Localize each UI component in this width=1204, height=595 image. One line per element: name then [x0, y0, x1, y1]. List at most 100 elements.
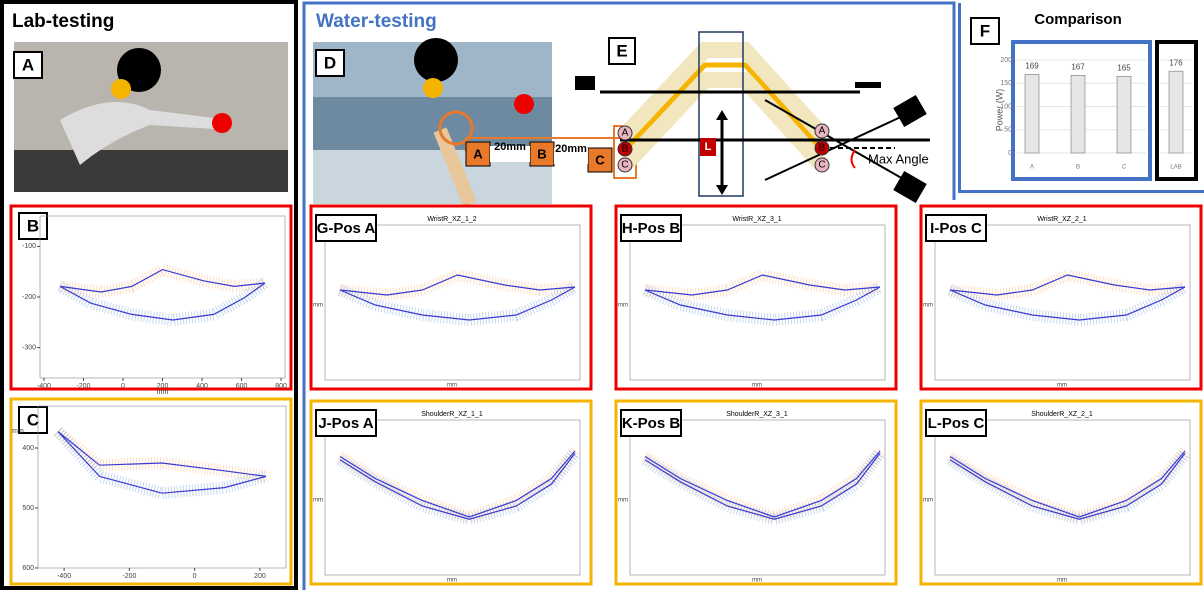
plot-frame [309, 399, 593, 586]
axes [37, 405, 287, 569]
plot-frame [309, 204, 593, 391]
x-tick-label: 600 [236, 383, 248, 390]
circle-label: C [621, 160, 628, 171]
label-box [315, 214, 377, 242]
blade [893, 94, 927, 128]
position-label: B [537, 146, 546, 161]
x-tick-label: -400 [37, 383, 51, 390]
plot-title: ShoulderR_XZ_3_1 [726, 411, 788, 418]
x-tick-label: B [1076, 165, 1080, 171]
mean-curve [59, 268, 266, 293]
oarlock-ring [438, 110, 474, 146]
x-axis-label: mm [752, 578, 762, 584]
plot-frame [614, 204, 898, 391]
y-axis-label: Power (W) [994, 89, 1004, 132]
gap-label: 20mm [555, 143, 587, 155]
plot-frame [919, 399, 1203, 586]
position-label: A [473, 146, 483, 161]
mean-curve [949, 274, 1186, 296]
y-tick-label: 200 [1000, 57, 1012, 64]
label-box [620, 214, 682, 242]
angle-arrow [850, 149, 856, 169]
y-tick-label: 50 [1004, 127, 1012, 134]
scatter-cloud [59, 263, 266, 299]
mean-curve [644, 286, 881, 321]
x-tick-label: -400 [57, 573, 71, 580]
y-tick-label: -100 [22, 243, 36, 250]
blade [893, 170, 927, 204]
mean-curve [949, 286, 1186, 321]
mean-curve [339, 450, 576, 518]
y-tick-label: -300 [22, 344, 36, 351]
letter-box [18, 212, 48, 240]
gap-bg [554, 148, 588, 164]
lab-frame [0, 0, 298, 590]
letter-box [970, 17, 1000, 45]
shoulder-marker [423, 78, 443, 98]
plot-label: G-Pos A [317, 220, 376, 237]
gap-label: 20mm [494, 141, 526, 153]
mean-curve [339, 452, 576, 520]
x-axis-label: mm [1057, 383, 1067, 389]
position-label: C [595, 152, 605, 167]
x-axis-label: mm [157, 389, 169, 396]
axes [629, 224, 886, 381]
y-tick-label: 0 [1008, 150, 1012, 157]
plot-title: WristR_XZ_3_1 [732, 216, 781, 223]
letter-box [13, 51, 43, 79]
gap-bg [490, 146, 530, 162]
plot-frame [919, 204, 1203, 391]
circle-label: C [818, 160, 825, 171]
letter-box [18, 406, 48, 434]
x-tick-label: 0 [193, 573, 197, 580]
lever-box [700, 138, 716, 156]
label-box [315, 409, 377, 437]
mean-curve [949, 452, 1186, 520]
plot-label: H-Pos B [622, 220, 681, 237]
x-axis-label: mm [447, 578, 457, 584]
label-box [925, 214, 987, 242]
mean-curve [644, 450, 881, 518]
x-tick-label: 200 [157, 383, 169, 390]
y-axis-label: mm [618, 303, 628, 309]
label-box [925, 409, 987, 437]
plot-title: WristR_XZ_1_2 [427, 216, 476, 223]
y-tick-label: -200 [22, 294, 36, 301]
plot-label: K-Pos B [622, 415, 681, 432]
axes [934, 224, 1191, 381]
band [623, 62, 824, 152]
x-tick-label: A [1030, 165, 1034, 171]
y-tick-label: 100 [1000, 103, 1012, 110]
photo-a-floor [14, 150, 288, 192]
x-tick-label: 0 [121, 383, 125, 390]
oar [433, 127, 477, 207]
f-frame [958, 190, 1204, 193]
lab-bar-frame [1155, 40, 1198, 181]
y-axis-label: mm [12, 428, 24, 435]
y-tick-label: 600 [22, 565, 34, 572]
wrist-marker [514, 94, 534, 114]
f-frame [958, 3, 961, 193]
lever-label: L [705, 141, 712, 153]
panel-letter: B [27, 216, 39, 235]
y-tick-label: 150 [1000, 80, 1012, 87]
y-axis-label: mm [313, 498, 323, 504]
axes [324, 419, 581, 576]
value-label: 176 [1169, 58, 1183, 67]
bar [1116, 75, 1132, 154]
plot-title: ShoulderR_XZ_1_1 [421, 411, 483, 418]
panel-letter: A [22, 55, 34, 74]
x-tick-label: -200 [76, 383, 90, 390]
frame-b [9, 204, 293, 391]
y-tick-label: 500 [22, 505, 34, 512]
axes [629, 419, 886, 576]
bar [1024, 74, 1040, 154]
y-axis-label: mm [923, 303, 933, 309]
x-tick-label: 200 [254, 573, 266, 580]
circle-label: B [819, 143, 826, 154]
mean-curve [57, 431, 267, 494]
mean-curve [59, 282, 266, 321]
panel-letter: D [324, 53, 336, 72]
circle-label: A [622, 128, 629, 139]
